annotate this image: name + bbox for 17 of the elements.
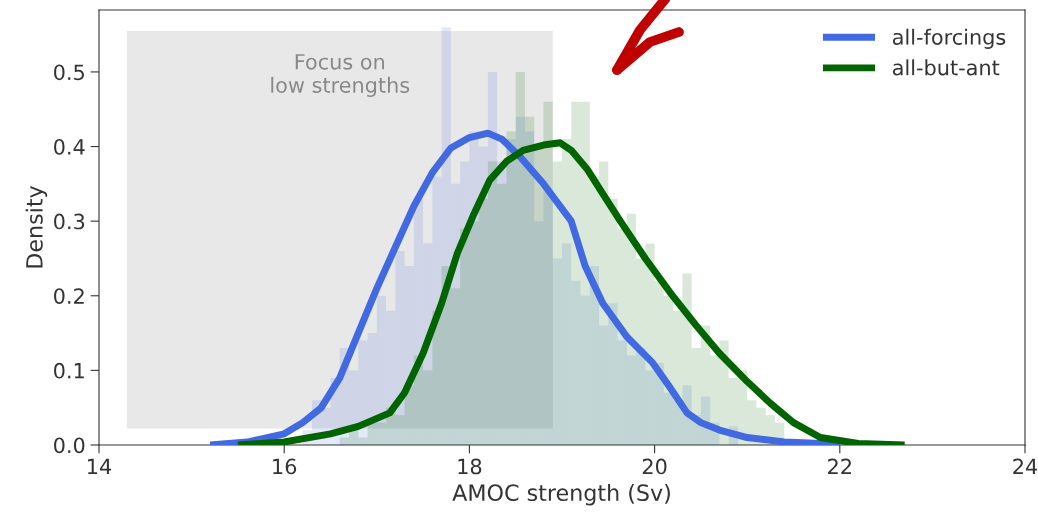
x-tick-label: 18 xyxy=(458,458,482,475)
x-tick-label: 16 xyxy=(273,458,297,475)
y-axis-title: Density xyxy=(25,185,48,268)
x-axis-title: AMOC strength (Sv) xyxy=(452,483,670,506)
x-tick-label: 14 xyxy=(88,458,112,475)
y-tick-label: 0.5 xyxy=(54,64,84,81)
y-tick-label: 0.0 xyxy=(54,437,85,454)
x-tick-label: 24 xyxy=(1013,458,1038,475)
y-tick-label: 0.3 xyxy=(54,213,85,230)
y-tick-label: 0.2 xyxy=(54,288,84,304)
x-tick-label: 20 xyxy=(642,458,667,475)
legend-label: all-but-ant xyxy=(892,59,1000,76)
x-tick-label: 22 xyxy=(828,458,851,475)
y-tick-label: 0.4 xyxy=(54,139,85,155)
y-tick-label: 0.1 xyxy=(54,362,84,379)
legend-label: all-forcings xyxy=(892,28,1006,49)
band-label: Focus on low strengths xyxy=(271,54,410,97)
